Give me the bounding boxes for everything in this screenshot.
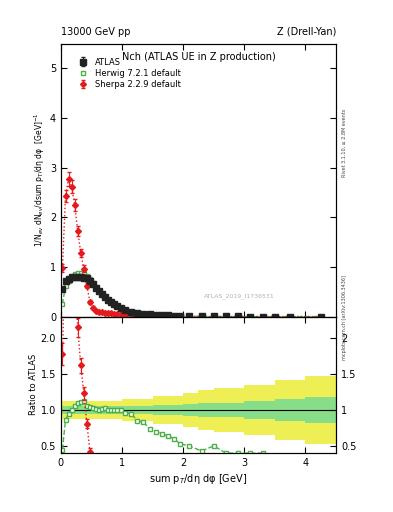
Herwig 7.2.1 default	[260, 313, 265, 319]
Herwig 7.2.1 default	[236, 313, 241, 319]
X-axis label: sum p$_T$/dη dφ [GeV]: sum p$_T$/dη dφ [GeV]	[149, 472, 248, 486]
Herwig 7.2.1 default	[88, 276, 92, 283]
Herwig 7.2.1 default	[91, 280, 95, 286]
Line: Herwig 7.2.1 default: Herwig 7.2.1 default	[60, 270, 323, 319]
Herwig 7.2.1 default	[178, 313, 182, 319]
Herwig 7.2.1 default	[141, 311, 146, 317]
Herwig 7.2.1 default	[112, 301, 117, 307]
Text: ATLAS_2019_I1736531: ATLAS_2019_I1736531	[204, 293, 275, 299]
Herwig 7.2.1 default	[129, 309, 134, 315]
Herwig 7.2.1 default	[118, 305, 123, 311]
Herwig 7.2.1 default	[288, 313, 292, 319]
Herwig 7.2.1 default	[66, 278, 71, 284]
Herwig 7.2.1 default	[224, 313, 228, 319]
Herwig 7.2.1 default	[94, 284, 98, 290]
Herwig 7.2.1 default	[153, 312, 158, 318]
Text: mcplots.cern.ch [arXiv:1306.3436]: mcplots.cern.ch [arXiv:1306.3436]	[342, 275, 347, 360]
Herwig 7.2.1 default	[147, 312, 152, 318]
Y-axis label: Ratio to ATLAS: Ratio to ATLAS	[29, 354, 38, 415]
Herwig 7.2.1 default	[79, 270, 83, 276]
Herwig 7.2.1 default	[69, 274, 74, 281]
Legend: ATLAS, Herwig 7.2.1 default, Sherpa 2.2.9 default: ATLAS, Herwig 7.2.1 default, Sherpa 2.2.…	[73, 56, 182, 91]
Herwig 7.2.1 default	[248, 313, 253, 319]
Herwig 7.2.1 default	[123, 307, 127, 313]
Herwig 7.2.1 default	[84, 273, 89, 279]
Herwig 7.2.1 default	[103, 294, 108, 300]
Herwig 7.2.1 default	[211, 313, 216, 319]
Herwig 7.2.1 default	[172, 313, 176, 319]
Herwig 7.2.1 default	[81, 270, 86, 276]
Herwig 7.2.1 default	[75, 270, 80, 276]
Herwig 7.2.1 default	[199, 313, 204, 319]
Herwig 7.2.1 default	[72, 271, 77, 278]
Herwig 7.2.1 default	[115, 303, 120, 309]
Herwig 7.2.1 default	[109, 299, 114, 305]
Herwig 7.2.1 default	[63, 283, 68, 289]
Herwig 7.2.1 default	[187, 313, 192, 319]
Text: Rivet 3.1.10, ≥ 2.8M events: Rivet 3.1.10, ≥ 2.8M events	[342, 109, 347, 178]
Text: Nch (ATLAS UE in Z production): Nch (ATLAS UE in Z production)	[121, 52, 275, 62]
Y-axis label: 1/N$_{ev}$ dN$_{ev}$/dsum p$_T$/dη dφ  [GeV]$^{-1}$: 1/N$_{ev}$ dN$_{ev}$/dsum p$_T$/dη dφ [G…	[33, 113, 47, 247]
Herwig 7.2.1 default	[100, 291, 105, 297]
Herwig 7.2.1 default	[60, 301, 65, 307]
Herwig 7.2.1 default	[272, 313, 277, 319]
Herwig 7.2.1 default	[135, 310, 140, 316]
Text: Z (Drell-Yan): Z (Drell-Yan)	[277, 27, 336, 37]
Text: 13000 GeV pp: 13000 GeV pp	[61, 27, 130, 37]
Herwig 7.2.1 default	[160, 312, 164, 318]
Herwig 7.2.1 default	[318, 313, 323, 319]
Herwig 7.2.1 default	[97, 288, 101, 294]
Herwig 7.2.1 default	[106, 296, 111, 303]
Herwig 7.2.1 default	[165, 313, 170, 319]
